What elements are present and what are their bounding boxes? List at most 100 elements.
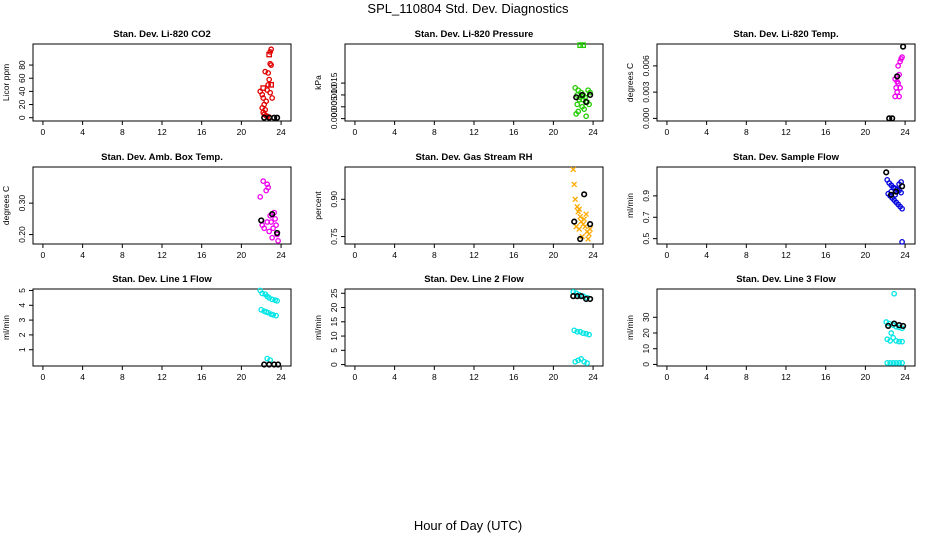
mean-point [577, 235, 584, 243]
data-point [899, 239, 905, 245]
mean-point [894, 73, 901, 80]
mean-point [269, 211, 276, 218]
data-point [884, 360, 891, 366]
x-tick-label: 0 [353, 250, 358, 260]
data-point [897, 84, 903, 91]
x-tick-label: 12 [157, 250, 167, 260]
x-tick-label: 24 [900, 372, 910, 382]
y-tick-label: 15 [329, 317, 339, 327]
data-point [574, 101, 581, 108]
x-tick-label: 20 [861, 372, 871, 382]
mean-point [583, 98, 590, 106]
mean-point [885, 322, 892, 330]
panel-3: Stan. Dev. Li-820 Temp. degrees C 0 4 8 12 16 2… [625, 29, 916, 137]
y-axis-label: degrees C [625, 63, 635, 102]
y-tick-label: 80 [17, 60, 27, 70]
data-point [268, 81, 275, 88]
mean-point [266, 361, 273, 368]
panel-title: Stan. Dev. Li-820 Temp. [733, 29, 838, 40]
panel-title: Stan. Dev. Line 1 Flow [112, 274, 212, 285]
x-tick-label: 0 [41, 372, 46, 382]
data-point [571, 181, 578, 188]
y-axis-label: Licor ppm [1, 64, 11, 101]
data-point [582, 223, 588, 230]
y-tick-label: 60 [17, 73, 27, 83]
x-tick-label: 4 [392, 372, 397, 382]
mean-point [578, 293, 585, 300]
x-tick-label: 0 [665, 250, 670, 260]
y-tick-label: 5 [329, 348, 339, 353]
y-tick-label: 0.010 [329, 84, 339, 106]
y-tick-label: 0.003 [641, 81, 651, 103]
data-point [265, 81, 272, 88]
y-tick-label: 4 [17, 303, 27, 308]
data-point [260, 178, 267, 184]
data-point [269, 296, 275, 303]
data-point [893, 338, 899, 344]
x-tick-label: 0 [353, 372, 358, 382]
x-tick-label: 16 [509, 250, 519, 260]
y-tick-label: 0.20 [17, 226, 27, 243]
y-tick-label: 3 [17, 317, 27, 322]
y-axis-label: percent [313, 191, 323, 220]
data-point [577, 213, 584, 220]
mean-point [893, 188, 900, 195]
x-tick-label: 24 [900, 127, 910, 137]
y-tick-label: 10 [329, 331, 339, 341]
x-tick-label: 0 [41, 250, 46, 260]
data-point [578, 356, 585, 362]
x-tick-label: 20 [861, 250, 871, 260]
x-tick-label: 4 [392, 127, 397, 137]
data-point [272, 216, 278, 222]
x-tick-label: 24 [588, 372, 598, 382]
data-point [586, 231, 592, 237]
data-point [263, 98, 270, 105]
mean-point [899, 322, 907, 330]
figure-title: SPL_110804 Std. Dev. Diagnostics [367, 1, 569, 16]
x-tick-label: 24 [588, 127, 598, 137]
mean-point [571, 218, 578, 225]
x-axis-title: Hour of Day (UTC) [413, 518, 523, 533]
y-tick-label: 0 [641, 362, 651, 367]
data-point [899, 338, 905, 345]
y-tick-label: 30 [641, 312, 651, 322]
plot-frame [32, 43, 292, 122]
x-tick-label: 20 [237, 372, 247, 382]
mean-point [275, 361, 282, 368]
x-tick-label: 16 [509, 127, 519, 137]
x-tick-label: 12 [469, 372, 479, 382]
x-tick-label: 12 [157, 372, 167, 382]
data-point [273, 222, 279, 228]
y-tick-label: 0.006 [641, 55, 651, 77]
data-point [583, 211, 589, 218]
data-point [581, 216, 588, 223]
data-point [574, 328, 581, 335]
plot-frame [344, 166, 604, 245]
data-point [896, 360, 902, 366]
x-tick-label: 0 [41, 127, 46, 137]
data-point [259, 91, 266, 98]
panel-title: Stan. Dev. Line 2 Flow [424, 274, 524, 285]
plot-frame [656, 43, 916, 122]
data-point [585, 236, 591, 242]
data-point [270, 312, 276, 318]
mean-point [573, 94, 580, 101]
y-tick-label: 25 [329, 288, 339, 298]
x-tick-label: 16 [197, 372, 207, 382]
x-tick-label: 12 [469, 127, 479, 137]
y-tick-label: 10 [641, 344, 651, 354]
y-axis-label: ml/min [625, 193, 635, 218]
x-tick-label: 24 [276, 127, 286, 137]
x-tick-label: 8 [120, 250, 125, 260]
y-tick-label: 20 [641, 328, 651, 338]
mean-point [586, 221, 594, 228]
x-tick-label: 12 [781, 127, 791, 137]
x-tick-label: 0 [665, 372, 670, 382]
data-point [268, 62, 275, 68]
data-point [270, 225, 276, 232]
y-tick-label: 40 [17, 86, 27, 96]
y-tick-label: 0.000 [641, 107, 651, 129]
plot-frame [32, 166, 292, 245]
mean-point [258, 217, 265, 224]
